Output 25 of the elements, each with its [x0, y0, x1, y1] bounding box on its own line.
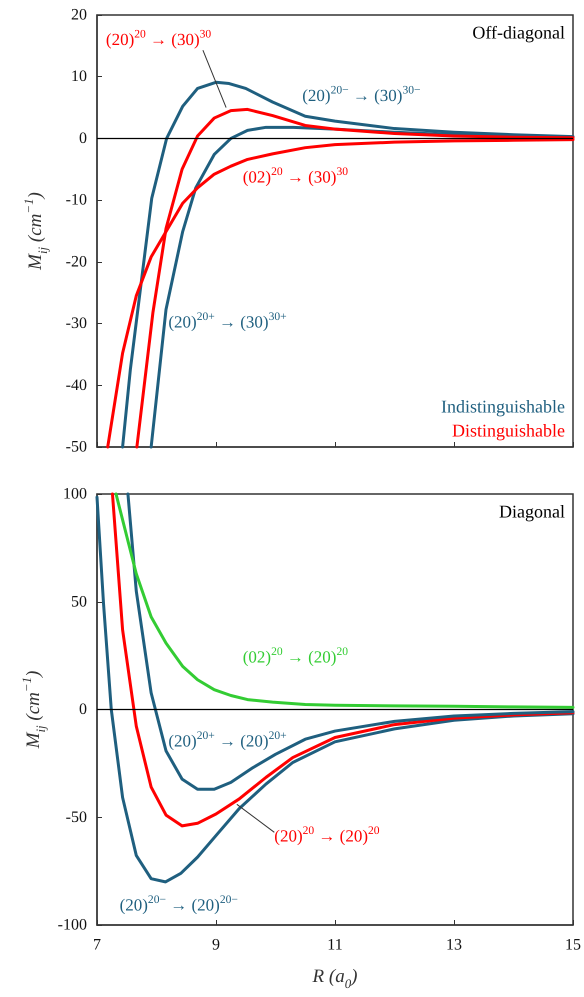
y-tick-label: 10: [71, 68, 87, 86]
y-tick-label: 50: [71, 593, 87, 610]
y-tick-label: 20: [71, 6, 87, 24]
y-tick-label: -50: [66, 438, 87, 456]
annotation: Distinguishable: [452, 420, 566, 440]
y-tick-label: 100: [63, 486, 87, 502]
x-tick-label: 11: [327, 936, 343, 954]
y-tick-label: 0: [79, 701, 87, 718]
y-tick-label: -100: [58, 916, 87, 934]
x-tick-label: 7: [93, 936, 101, 954]
line-series: [114, 492, 574, 709]
x-tick-label: 9: [212, 936, 220, 954]
y-axis-title: Mij (cm−1): [21, 192, 50, 271]
y-tick-label: -10: [66, 192, 87, 209]
annotation: Off-diagonal: [472, 22, 565, 42]
y-axis-title: Mij (cm−1): [18, 670, 48, 750]
y-tick-label: -20: [66, 253, 87, 270]
y-tick-label: -30: [66, 315, 87, 332]
x-tick-label: 13: [446, 936, 462, 954]
annotation: Diagonal: [499, 502, 565, 522]
y-tick-label: 0: [79, 130, 87, 147]
y-tick-label: -50: [66, 808, 87, 826]
y-tick-label: -40: [66, 376, 87, 394]
x-tick-label: 15: [565, 936, 581, 954]
annotation: Indistinguishable: [441, 396, 565, 416]
